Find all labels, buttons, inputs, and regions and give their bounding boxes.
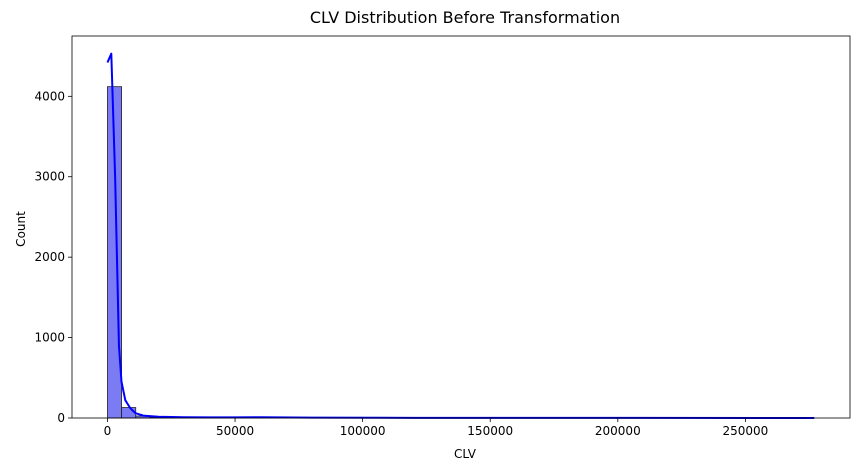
y-tick-label-2: 2000 <box>34 250 65 264</box>
x-tick-label-2: 100000 <box>340 424 386 438</box>
x-tick-label-1: 50000 <box>216 424 254 438</box>
x-axis-label: CLV <box>454 447 477 461</box>
y-tick-label-4: 4000 <box>34 89 65 103</box>
chart-title: CLV Distribution Before Transformation <box>310 8 620 27</box>
x-tick-label-3: 150000 <box>467 424 513 438</box>
y-tick-label-0: 0 <box>57 411 65 425</box>
histogram-bar-1 <box>121 407 137 419</box>
y-tick-label-3: 3000 <box>34 170 65 184</box>
kde-line <box>106 52 815 419</box>
y-tick-label-1: 1000 <box>34 331 65 345</box>
axes-frame <box>71 35 851 419</box>
x-tick-label-4: 200000 <box>595 424 641 438</box>
y-axis-label: Count <box>14 211 28 247</box>
x-tick-label-0: 0 <box>104 424 112 438</box>
plot-area: 0 50000 100000 150000 200000 250000 0 1000 2000 3… <box>34 35 851 438</box>
x-tick-label-5: 250000 <box>722 424 768 438</box>
